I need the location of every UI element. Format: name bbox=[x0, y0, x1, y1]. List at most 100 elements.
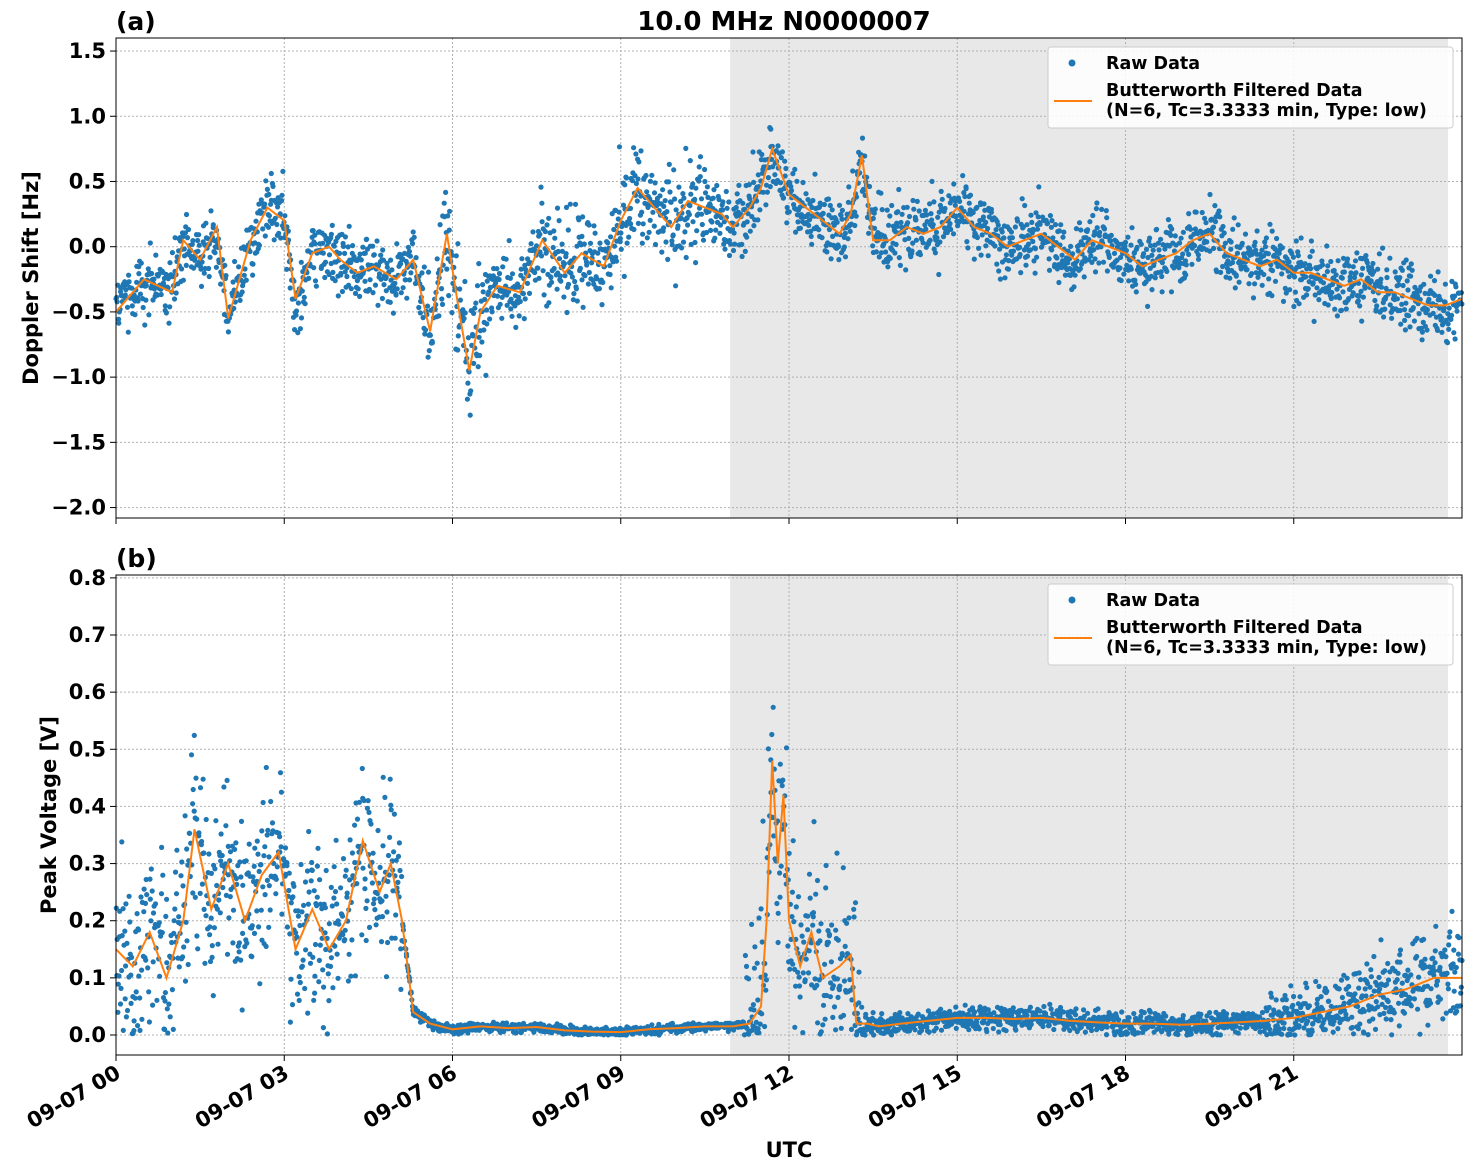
raw-data-point bbox=[206, 851, 212, 857]
raw-data-point bbox=[419, 270, 425, 276]
panel-a-y-axis: −2.0−1.5−1.0−0.50.00.51.01.5 bbox=[51, 39, 116, 520]
raw-data-point bbox=[922, 207, 929, 213]
panel-a: −2.0−1.5−1.0−0.50.00.51.01.5 (a) Doppler… bbox=[19, 7, 1465, 524]
raw-data-point bbox=[1298, 235, 1304, 241]
raw-data-point bbox=[680, 239, 687, 245]
raw-data-point bbox=[769, 731, 775, 738]
raw-data-point bbox=[1359, 318, 1365, 324]
raw-data-point bbox=[378, 939, 385, 945]
raw-data-point bbox=[1104, 1024, 1110, 1030]
raw-data-point bbox=[1458, 290, 1464, 296]
raw-data-point bbox=[596, 286, 603, 292]
raw-data-point bbox=[995, 222, 1001, 228]
raw-data-point bbox=[618, 246, 624, 252]
raw-data-point bbox=[729, 226, 736, 232]
raw-data-point bbox=[1398, 321, 1404, 327]
raw-data-point bbox=[387, 299, 393, 305]
raw-data-point bbox=[719, 207, 726, 213]
raw-data-point bbox=[692, 196, 698, 202]
raw-data-point bbox=[966, 200, 972, 206]
raw-data-point bbox=[1122, 239, 1129, 245]
raw-data-point bbox=[254, 908, 260, 914]
raw-data-point bbox=[759, 939, 765, 945]
raw-data-point bbox=[657, 193, 663, 199]
raw-data-point bbox=[471, 360, 477, 366]
raw-data-point bbox=[179, 266, 185, 272]
raw-data-point bbox=[1067, 1027, 1073, 1034]
raw-data-point bbox=[1126, 1015, 1132, 1021]
raw-data-point bbox=[309, 867, 315, 874]
raw-data-point bbox=[137, 1027, 143, 1033]
raw-data-point bbox=[308, 878, 314, 884]
raw-data-point bbox=[759, 151, 765, 158]
raw-data-point bbox=[327, 963, 334, 970]
raw-data-point bbox=[1304, 985, 1310, 991]
raw-data-point bbox=[1192, 243, 1198, 249]
raw-data-point bbox=[1441, 305, 1447, 311]
raw-data-point bbox=[1303, 980, 1309, 986]
raw-data-point bbox=[946, 193, 952, 199]
y-tick-label: 0.5 bbox=[69, 169, 106, 193]
raw-data-point bbox=[756, 1030, 762, 1036]
raw-data-point bbox=[1350, 264, 1356, 270]
raw-data-point bbox=[339, 288, 345, 295]
panel-a-label: (a) bbox=[116, 7, 156, 36]
raw-data-point bbox=[336, 921, 342, 927]
raw-data-point bbox=[182, 978, 189, 984]
raw-data-point bbox=[665, 256, 671, 262]
raw-data-point bbox=[1218, 269, 1224, 275]
raw-data-point bbox=[597, 240, 603, 246]
raw-data-point bbox=[1118, 277, 1124, 284]
raw-data-point bbox=[331, 864, 337, 870]
raw-data-point bbox=[1008, 229, 1015, 235]
raw-data-point bbox=[616, 209, 622, 215]
raw-data-point bbox=[1189, 261, 1195, 267]
raw-data-point bbox=[1018, 270, 1024, 276]
raw-data-point bbox=[1272, 278, 1279, 284]
raw-data-point bbox=[1096, 260, 1102, 266]
raw-data-point bbox=[123, 963, 129, 969]
raw-data-point bbox=[792, 1024, 798, 1030]
raw-data-point bbox=[1418, 325, 1425, 331]
raw-data-point bbox=[829, 922, 835, 928]
raw-data-point bbox=[163, 913, 169, 920]
raw-data-point bbox=[208, 915, 214, 921]
raw-data-point bbox=[370, 243, 376, 249]
raw-data-point bbox=[211, 925, 217, 931]
raw-data-point bbox=[1193, 209, 1199, 215]
raw-data-point bbox=[355, 286, 361, 292]
raw-data-point bbox=[927, 237, 933, 243]
raw-data-point bbox=[1100, 259, 1107, 265]
raw-data-point bbox=[496, 276, 502, 283]
raw-data-point bbox=[187, 830, 193, 836]
raw-data-point bbox=[1006, 258, 1012, 264]
raw-data-point bbox=[219, 852, 225, 859]
raw-data-point bbox=[282, 845, 289, 851]
raw-data-point bbox=[836, 257, 842, 263]
raw-data-point bbox=[295, 300, 301, 306]
raw-data-point bbox=[775, 143, 781, 149]
raw-data-point bbox=[314, 894, 320, 900]
raw-data-point bbox=[704, 184, 711, 190]
raw-data-point bbox=[546, 215, 552, 221]
raw-data-point bbox=[302, 879, 309, 885]
raw-data-point bbox=[232, 258, 238, 265]
raw-data-point bbox=[1090, 241, 1096, 247]
raw-data-point bbox=[1364, 260, 1370, 266]
raw-data-point bbox=[371, 896, 377, 902]
raw-data-point bbox=[631, 145, 637, 151]
raw-data-point bbox=[457, 286, 463, 292]
raw-data-point bbox=[250, 272, 256, 278]
raw-data-point bbox=[540, 268, 546, 274]
raw-data-point bbox=[1343, 306, 1349, 312]
raw-data-point bbox=[805, 197, 811, 203]
raw-data-point bbox=[835, 937, 841, 943]
raw-data-point bbox=[489, 305, 495, 311]
raw-data-point bbox=[573, 286, 580, 292]
raw-data-point bbox=[1135, 1030, 1141, 1036]
raw-data-point bbox=[151, 276, 157, 282]
raw-data-point bbox=[209, 954, 215, 961]
raw-data-point bbox=[1358, 272, 1364, 278]
raw-data-point bbox=[666, 179, 672, 185]
raw-data-point bbox=[425, 303, 431, 309]
